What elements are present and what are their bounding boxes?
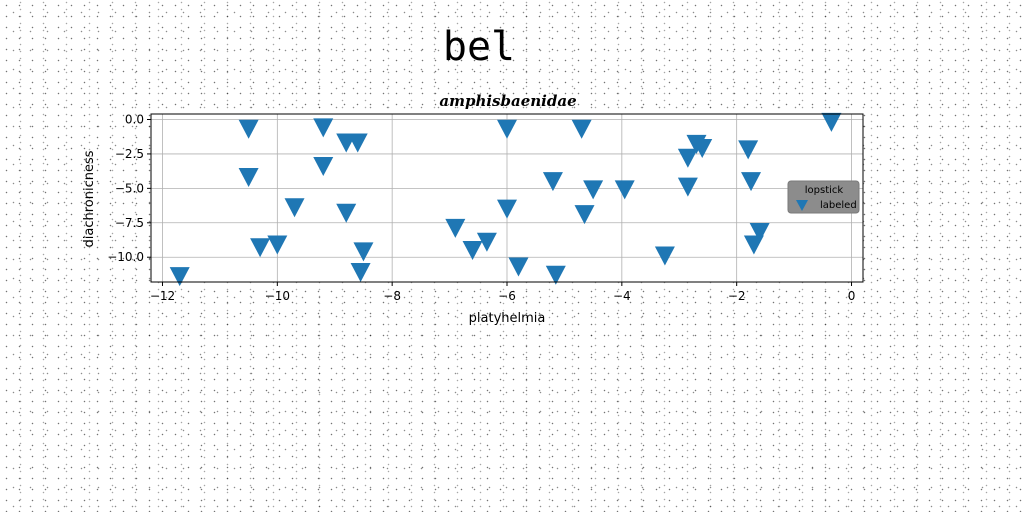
- data-point: [169, 267, 190, 287]
- y-axis-ticks: 0.0 −2.5 −5.0 −7.5 −10.0: [107, 113, 151, 264]
- data-point: [614, 180, 635, 200]
- legend-box: [787, 180, 860, 214]
- data-point: [267, 235, 288, 255]
- y-tick-label: 0.0: [125, 113, 144, 127]
- y-tick-label: −5.0: [115, 181, 144, 195]
- data-point: [571, 119, 592, 139]
- y-tick-label: −7.5: [115, 216, 144, 230]
- data-point: [353, 242, 374, 262]
- x-tick-label: −10: [265, 289, 290, 303]
- x-axis-label: platyhelmia: [469, 311, 546, 326]
- chart-title: amphisbaenidae: [439, 92, 576, 110]
- legend-title: lopstick: [805, 185, 844, 196]
- data-point: [313, 118, 334, 138]
- data-point: [654, 246, 675, 266]
- data-point: [497, 119, 517, 139]
- data-point: [462, 240, 483, 260]
- x-tick-label: −8: [383, 289, 401, 303]
- grid-lines: [151, 114, 863, 282]
- data-point: [445, 218, 466, 238]
- y-tick-label: −2.5: [115, 147, 144, 161]
- x-axis-ticks: −12 −10 −8 −6 −4 −2 0: [150, 282, 856, 303]
- data-point: [542, 172, 563, 192]
- x-tick-label: −6: [498, 289, 516, 303]
- data-point: [476, 232, 497, 252]
- data-point: [692, 139, 713, 159]
- figure-suptitle: bel: [443, 24, 515, 70]
- data-point: [313, 156, 334, 176]
- data-point: [347, 133, 368, 153]
- data-point: [821, 112, 842, 132]
- data-point: [545, 265, 566, 285]
- data-point: [574, 205, 595, 225]
- data-point: [238, 167, 259, 187]
- legend-marker: [796, 200, 808, 211]
- legend: lopstick labeled: [787, 180, 860, 214]
- x-tick-label: −2: [728, 289, 746, 303]
- data-point: [284, 198, 305, 218]
- legend-entry-label: labeled: [820, 200, 857, 211]
- data-point: [677, 148, 698, 168]
- data-point: [350, 262, 371, 282]
- data-point: [497, 199, 517, 219]
- data-point: [583, 180, 604, 200]
- y-tick-label: −10.0: [107, 250, 144, 264]
- data-point: [250, 238, 271, 258]
- data-point: [749, 223, 770, 243]
- y-axis-label: diachronicness: [82, 150, 97, 247]
- data-point: [741, 172, 762, 192]
- data-point: [336, 203, 357, 223]
- data-point: [677, 177, 698, 197]
- data-point: [738, 140, 759, 160]
- x-tick-label: −4: [613, 289, 631, 303]
- data-point: [238, 119, 259, 139]
- x-tick-label: −12: [150, 289, 175, 303]
- data-point: [508, 257, 529, 277]
- data-points: [169, 112, 842, 287]
- x-tick-label: 0: [848, 289, 856, 303]
